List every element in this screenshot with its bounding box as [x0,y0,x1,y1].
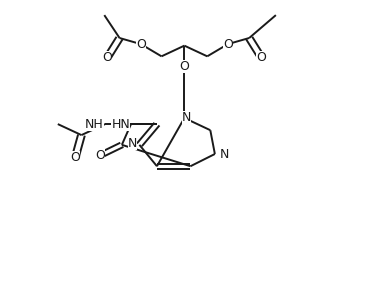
Text: O: O [179,59,189,73]
Text: O: O [136,38,146,51]
Text: O: O [103,51,112,64]
Text: O: O [70,151,80,164]
Text: O: O [223,38,233,51]
Text: O: O [257,51,266,64]
Text: O: O [96,149,106,162]
Text: N: N [219,148,229,160]
Text: N: N [182,111,191,124]
Text: N: N [128,137,137,150]
Text: HN: HN [111,118,130,131]
Text: NH: NH [85,118,104,131]
